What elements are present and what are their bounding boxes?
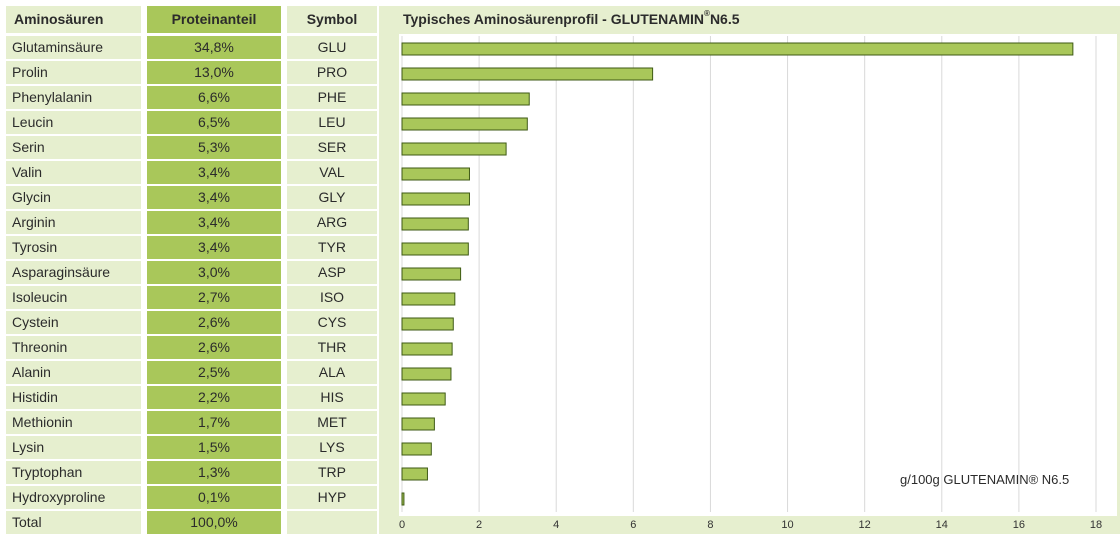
protein-share: 2,6% — [147, 311, 281, 334]
bar-leu — [401, 117, 528, 131]
bar-iso — [401, 292, 456, 306]
symbol: HIS — [287, 386, 377, 409]
amino-acid-name: Methionin — [6, 411, 141, 434]
x-tick-label: 18 — [1090, 519, 1102, 531]
amino-acid-name: Phenylalanin — [6, 86, 141, 109]
bar-phe — [401, 92, 530, 106]
amino-acid-name: Valin — [6, 161, 141, 184]
bar-lys — [401, 442, 432, 456]
symbol: TRP — [287, 461, 377, 484]
bar-his — [401, 392, 446, 406]
protein-share: 3,4% — [147, 161, 281, 184]
symbol: CYS — [287, 311, 377, 334]
amino-acid-name: Serin — [6, 136, 141, 159]
protein-share: 6,6% — [147, 86, 281, 109]
amino-acid-name: Glycin — [6, 186, 141, 209]
header-amino-acids: Aminosäuren — [6, 6, 141, 33]
amino-acid-name: Hydroxyproline — [6, 486, 141, 509]
x-tick-label: 16 — [1013, 519, 1025, 531]
amino-acid-name: Tyrosin — [6, 236, 141, 259]
protein-share: 6,5% — [147, 111, 281, 134]
amino-acid-name: Tryptophan — [6, 461, 141, 484]
bar-gly — [401, 192, 470, 206]
x-tick-label: 14 — [936, 519, 948, 531]
protein-share: 1,3% — [147, 461, 281, 484]
symbol: SER — [287, 136, 377, 159]
amino-acid-name: Cystein — [6, 311, 141, 334]
protein-share: 3,4% — [147, 186, 281, 209]
protein-share: 2,7% — [147, 286, 281, 309]
bar-thr — [401, 342, 453, 356]
symbol — [287, 511, 377, 534]
bar-hyp — [401, 492, 405, 506]
symbol: PHE — [287, 86, 377, 109]
symbol: LEU — [287, 111, 377, 134]
amino-acid-name: Prolin — [6, 61, 141, 84]
bar-glu — [401, 42, 1074, 56]
amino-acid-name: Leucin — [6, 111, 141, 134]
protein-share: 1,5% — [147, 436, 281, 459]
header-symbol: Symbol — [287, 6, 377, 33]
header-protein-share: Proteinanteil — [147, 6, 281, 33]
bar-chart: 0 2 4 6 8 10 12 14 16 18 — [399, 34, 1117, 531]
x-tick-label: 10 — [781, 519, 793, 531]
x-tick-label: 8 — [707, 519, 713, 531]
amino-acid-name: Histidin — [6, 386, 141, 409]
bar-tyr — [401, 242, 469, 256]
protein-share: 5,3% — [147, 136, 281, 159]
symbol: HYP — [287, 486, 377, 509]
protein-share: 3,4% — [147, 236, 281, 259]
bar-cys — [401, 317, 454, 331]
amino-acid-name: Total — [6, 511, 141, 534]
protein-share: 0,1% — [147, 486, 281, 509]
protein-share: 2,6% — [147, 336, 281, 359]
protein-share: 1,7% — [147, 411, 281, 434]
symbol: PRO — [287, 61, 377, 84]
symbol: MET — [287, 411, 377, 434]
bar-met — [401, 417, 435, 431]
bar-arg — [401, 217, 469, 231]
x-tick-label: 2 — [476, 519, 482, 531]
x-tick-label: 0 — [399, 519, 405, 531]
chart-title: Typisches Aminosäurenprofil - GLUTENAMIN… — [403, 9, 740, 27]
bar-trp — [401, 467, 428, 481]
symbol: TYR — [287, 236, 377, 259]
symbol: ASP — [287, 261, 377, 284]
bar-val — [401, 167, 470, 181]
symbol: ALA — [287, 361, 377, 384]
amino-acid-name: Threonin — [6, 336, 141, 359]
protein-share: 3,4% — [147, 211, 281, 234]
x-tick-label: 4 — [553, 519, 559, 531]
bar-ser — [401, 142, 507, 156]
symbol: VAL — [287, 161, 377, 184]
unit-annotation: g/100g GLUTENAMIN® N6.5 — [900, 472, 1070, 487]
amino-acid-name: Asparaginsäure — [6, 261, 141, 284]
symbol: LYS — [287, 436, 377, 459]
amino-acid-name: Glutaminsäure — [6, 36, 141, 59]
x-tick-label: 6 — [630, 519, 636, 531]
bar-pro — [401, 67, 654, 81]
symbol: ISO — [287, 286, 377, 309]
amino-acid-name: Lysin — [6, 436, 141, 459]
protein-share: 100,0% — [147, 511, 281, 534]
plot-area — [399, 34, 1117, 516]
amino-acid-name: Arginin — [6, 211, 141, 234]
symbol: THR — [287, 336, 377, 359]
amino-acid-name: Alanin — [6, 361, 141, 384]
protein-share: 34,8% — [147, 36, 281, 59]
protein-share: 13,0% — [147, 61, 281, 84]
protein-share: 3,0% — [147, 261, 281, 284]
symbol: GLY — [287, 186, 377, 209]
amino-acid-name: Isoleucin — [6, 286, 141, 309]
protein-share: 2,5% — [147, 361, 281, 384]
bar-asp — [401, 267, 462, 281]
bar-ala — [401, 367, 452, 381]
protein-share: 2,2% — [147, 386, 281, 409]
x-tick-label: 12 — [859, 519, 871, 531]
symbol: GLU — [287, 36, 377, 59]
symbol: ARG — [287, 211, 377, 234]
